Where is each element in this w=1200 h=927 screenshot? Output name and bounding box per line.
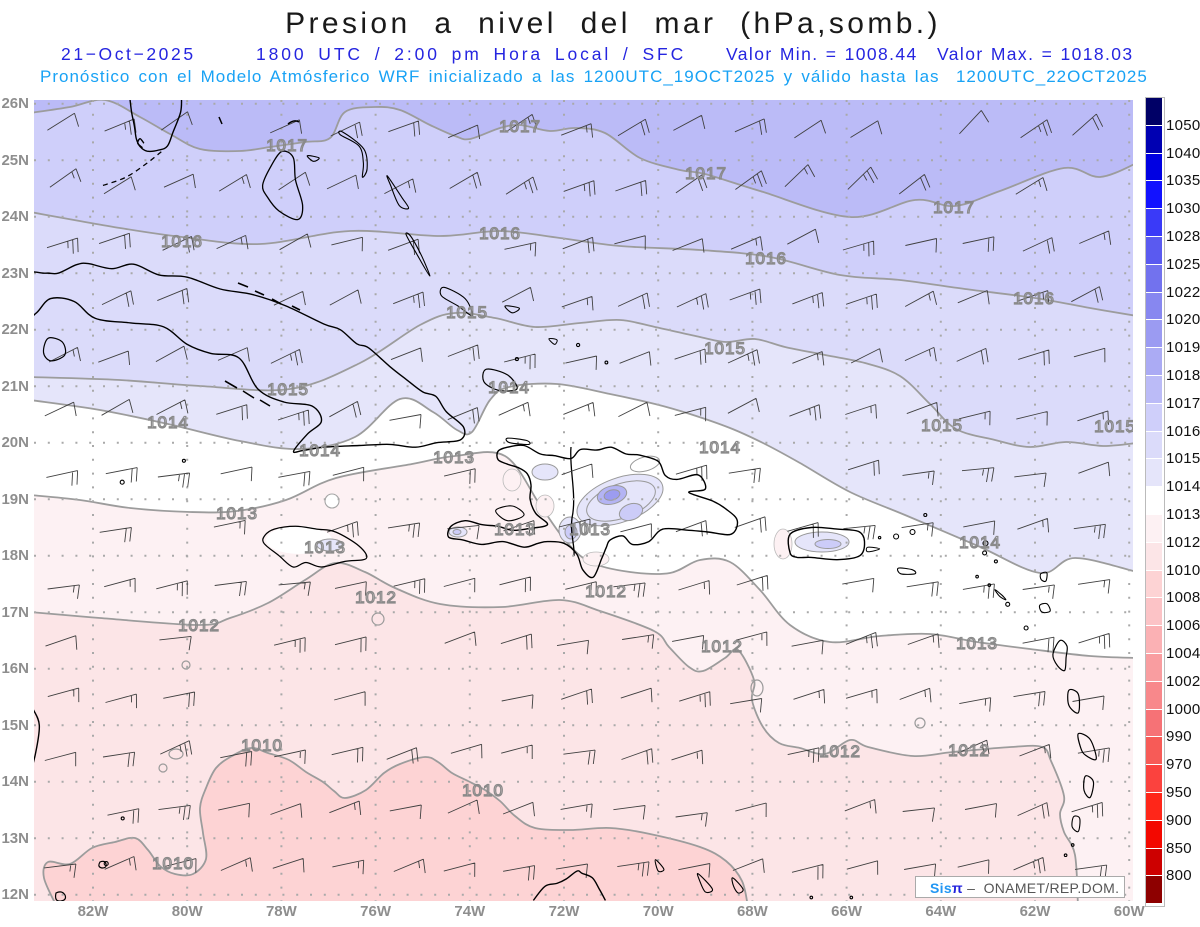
- svg-text:1013: 1013: [216, 504, 258, 523]
- svg-text:1010: 1010: [152, 854, 194, 873]
- svg-text:1013: 1013: [569, 520, 611, 539]
- svg-text:1017: 1017: [933, 198, 975, 217]
- svg-text:1017: 1017: [499, 117, 541, 136]
- svg-text:1013: 1013: [304, 538, 346, 557]
- svg-text:1014: 1014: [147, 413, 189, 432]
- svg-text:1014: 1014: [488, 378, 530, 397]
- svg-text:1012: 1012: [355, 588, 397, 607]
- svg-text:1014: 1014: [959, 533, 1001, 552]
- svg-text:1016: 1016: [161, 232, 203, 251]
- svg-text:1015: 1015: [921, 416, 963, 435]
- svg-text:1012: 1012: [585, 582, 627, 601]
- svg-text:1015: 1015: [446, 303, 488, 322]
- svg-text:1015: 1015: [1094, 417, 1136, 436]
- svg-text:1017: 1017: [266, 136, 308, 155]
- svg-text:1016: 1016: [479, 224, 521, 243]
- svg-text:1016: 1016: [1013, 289, 1055, 308]
- svg-text:1014: 1014: [299, 441, 341, 460]
- svg-text:1015: 1015: [267, 380, 309, 399]
- svg-text:1013: 1013: [494, 520, 536, 539]
- svg-text:1012: 1012: [948, 741, 990, 760]
- svg-text:1010: 1010: [241, 736, 283, 755]
- svg-text:1013: 1013: [956, 634, 998, 653]
- svg-text:1012: 1012: [701, 637, 743, 656]
- svg-text:1014: 1014: [699, 438, 741, 457]
- svg-text:1017: 1017: [685, 164, 727, 183]
- svg-text:1015: 1015: [704, 339, 746, 358]
- svg-text:1012: 1012: [178, 616, 220, 635]
- svg-text:1013: 1013: [433, 448, 475, 467]
- svg-text:1012: 1012: [819, 742, 861, 761]
- svg-text:1010: 1010: [462, 781, 504, 800]
- svg-text:1016: 1016: [745, 249, 787, 268]
